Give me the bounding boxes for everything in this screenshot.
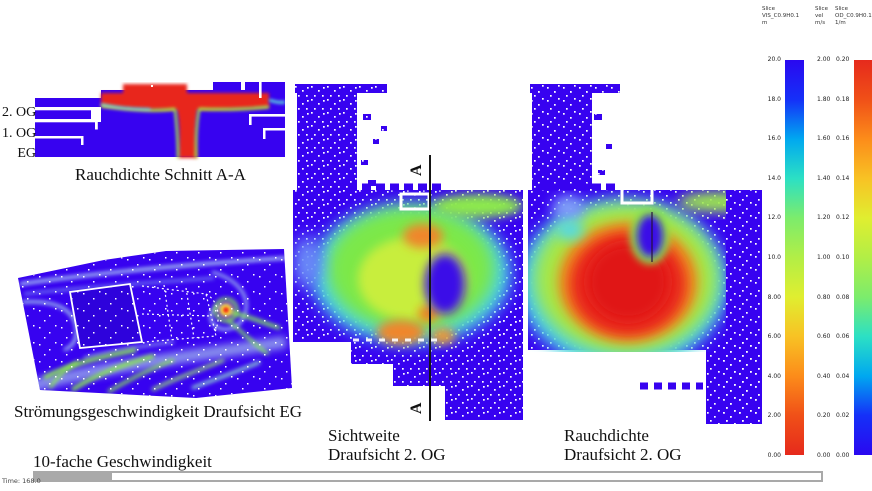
- smoke-map-canvas: [528, 84, 762, 424]
- visibility-caption-line2: Draufsicht 2. OG: [328, 445, 446, 464]
- colorbar-ticks-vel: 2.00 1.80 1.60 1.40 1.20 1.00 0.80 0.60 0.40 0.20…: [817, 56, 833, 459]
- colorbar-tick-label: 18.0: [767, 95, 781, 103]
- colorbar-ticks-vis: 20.0 18.0 16.0 14.0 12.0 10.0 8.00 6.00 4.00 2.00…: [755, 56, 781, 459]
- colorbar-heading-od-unit: 1/m: [835, 20, 846, 26]
- colorbar-tick-label: 16.0: [767, 135, 781, 143]
- flow-map-canvas: [18, 249, 292, 398]
- colorbar-tick-label: 2.00: [817, 56, 831, 63]
- colorbar-tick-label: 8.00: [767, 293, 781, 301]
- smoke-caption-line2: Draufsicht 2. OG: [564, 445, 682, 464]
- colorbar-tick-label: 1.40: [817, 174, 831, 182]
- colorbar-tick-label: 0.08: [836, 293, 850, 301]
- floor-label-1og: 1. OG: [2, 126, 37, 141]
- colorbar-tick-label: 1.00: [817, 253, 831, 261]
- colorbar-od: [854, 60, 872, 455]
- floor-label-eg: EG: [17, 146, 36, 161]
- colorbar-tick-label: 1.20: [817, 214, 831, 222]
- visibility-map: [293, 84, 523, 435]
- colorbar-tick-label: 1.60: [817, 135, 831, 143]
- smoke-caption-line1: Rauchdichte: [564, 426, 649, 445]
- colorbar-tick-label: 0.02: [836, 412, 850, 420]
- time-label: Time: 168.0: [2, 477, 41, 485]
- colorbar-tick-label: 6.00: [767, 333, 781, 341]
- colorbar-tick-label: 0.14: [836, 174, 850, 182]
- colorbar-heading-vis: Slice VIS_C0.9H0.1 m: [762, 6, 799, 27]
- time-slider-track[interactable]: [33, 471, 823, 482]
- colorbar-tick-label: 0.10: [836, 253, 850, 261]
- colorbar-tick-label: 0.60: [817, 333, 831, 341]
- visibility-caption-line1: Sichtweite: [328, 426, 400, 445]
- colorbar-tick-label: 0.20: [817, 412, 831, 420]
- section-view-map: [35, 82, 286, 167]
- flow-caption: Strömungsgeschwindigkeit Draufsicht EG: [14, 402, 303, 421]
- section-view-canvas: [35, 82, 286, 159]
- colorbar-ticks-od: 0.20 0.18 0.16 0.14 0.12 0.10 0.08 0.06 0.04 0.02…: [836, 56, 852, 459]
- colorbar-vis: [785, 60, 804, 455]
- colorbar-heading-vis-unit: m: [762, 20, 768, 26]
- section-marker-top: A: [408, 164, 425, 176]
- colorbar-tick-label: 0.16: [836, 135, 850, 143]
- colorbar-tick-label: 1.80: [817, 95, 831, 103]
- colorbar-tick-label: 12.0: [767, 214, 781, 222]
- smoke-map: [528, 84, 762, 429]
- floor-label-2og: 2. OG: [2, 105, 37, 120]
- colorbar-heading-od-quantity: OD_C0.9H0.1: [835, 13, 872, 19]
- colorbar-tick-label: 0.80: [817, 293, 831, 301]
- colorbar-heading-vel-unit: m/s: [815, 20, 826, 26]
- colorbar-tick-label: 0.20: [836, 56, 850, 63]
- colorbar-tick-label: 4.00: [767, 372, 781, 380]
- colorbar-tick-label: 0.06: [836, 333, 850, 341]
- colorbar-heading-vel: Slice vel m/s: [815, 6, 828, 27]
- colorbar-tick-label: 0.12: [836, 214, 850, 222]
- section-line: [429, 155, 431, 421]
- colorbar-tick-label: 0.40: [817, 372, 831, 380]
- colorbar-tick-label: 2.00: [767, 412, 781, 420]
- colorbar-heading-vel-quantity: vel: [815, 13, 824, 19]
- section-marker-bottom: A: [408, 402, 425, 414]
- colorbar-tick-label: 0.18: [836, 95, 850, 103]
- visibility-map-canvas: [293, 84, 523, 420]
- colorbar-tick-label: 0.00: [817, 451, 831, 459]
- visibility-caption: Sichtweite Draufsicht 2. OG: [328, 426, 446, 464]
- colorbar-tick-label: 20.0: [767, 56, 781, 63]
- section-caption: Rauchdichte Schnitt A-A: [75, 165, 246, 184]
- speed-note: 10-fache Geschwindigkeit: [33, 452, 212, 471]
- colorbar-tick-label: 0.04: [836, 372, 850, 380]
- colorbar-heading-od-slice: Slice: [835, 6, 848, 12]
- colorbar-tick-label: 0.00: [767, 451, 781, 459]
- colorbar-heading-vis-quantity: VIS_C0.9H0.1: [762, 13, 800, 19]
- flow-map: [14, 238, 296, 409]
- time-slider-fill[interactable]: [35, 473, 113, 480]
- colorbar-tick-label: 0.00: [836, 451, 850, 459]
- colorbar-tick-label: 14.0: [767, 174, 781, 182]
- colorbar-tick-label: 10.0: [767, 253, 781, 261]
- colorbar-heading-od: Slice OD_C0.9H0.1 1/m: [835, 6, 872, 27]
- colorbar-heading-vis-slice: Slice: [762, 6, 775, 12]
- smoke-caption: Rauchdichte Draufsicht 2. OG: [564, 426, 682, 464]
- colorbar-heading-vel-slice: Slice: [815, 6, 828, 12]
